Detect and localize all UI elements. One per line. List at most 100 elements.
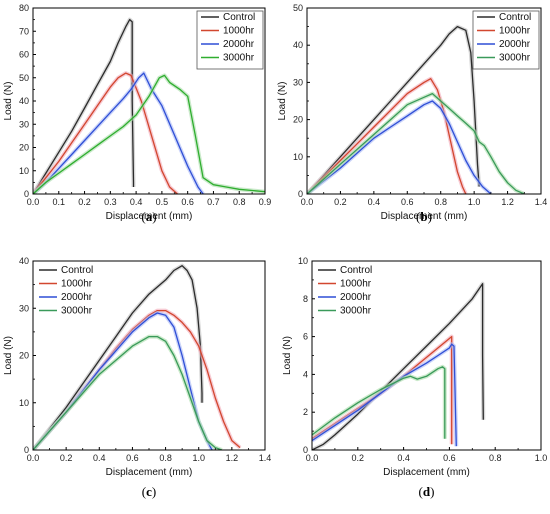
x-tick-label: 0.8 (159, 453, 172, 463)
y-tick-label: 10 (298, 256, 308, 266)
y-tick-label: 60 (19, 50, 29, 60)
panel-caption: (b) (416, 209, 432, 224)
series-line-2000hr (312, 343, 457, 447)
chart-panel-2: 0.0 0.2 0.4 0.6 0.8 1.0 1.2 1.4 0 10 20 30 40 50 Displ… (277, 3, 547, 224)
y-tick-label: 0 (298, 189, 303, 199)
x-tick-label: 0.8 (233, 197, 246, 207)
x-axis-title: Displacement (mm) (383, 467, 470, 478)
x-tick-label: 0.6 (443, 453, 456, 463)
panel-caption: (c) (142, 484, 156, 499)
y-axis-title: Load (N) (3, 82, 14, 121)
legend-label: Control (499, 12, 531, 23)
series-line-control (33, 265, 203, 450)
x-tick-label: 0.4 (93, 453, 106, 463)
y-axis-title: Load (N) (3, 336, 14, 375)
legend: Control 1000hr 2000hr 3000hr (318, 265, 372, 317)
x-tick-label: 0.6 (401, 197, 414, 207)
x-tick-label: 0.0 (27, 197, 40, 207)
x-tick-label: 0.4 (368, 197, 381, 207)
y-tick-label: 80 (19, 3, 29, 13)
series-line-1000hr (33, 72, 178, 194)
x-tick-label: 0.2 (78, 197, 91, 207)
legend-label: 2000hr (61, 292, 93, 303)
legend-label: Control (223, 12, 255, 23)
y-tick-label: 50 (19, 73, 29, 83)
y-tick-label: 0 (24, 189, 29, 199)
legend-label: 3000hr (223, 53, 255, 64)
x-tick-label: 0.9 (259, 197, 272, 207)
x-tick-label: 1.4 (535, 197, 548, 207)
series-band-2000hr (312, 342, 459, 447)
y-tick-label: 20 (293, 115, 303, 125)
y-tick-label: 30 (19, 119, 29, 129)
legend-label: 1000hr (61, 279, 93, 290)
chart-panel-4: 0.0 0.2 0.4 0.6 0.8 1.0 0 2 4 6 8 10 Displacement (m… (282, 256, 547, 499)
x-tick-label: 0.5 (156, 197, 169, 207)
series-band-1000hr (33, 308, 242, 450)
legend-label: 3000hr (61, 306, 93, 317)
chart-panel-1: 0.0 0.1 0.2 0.3 0.4 0.5 0.6 0.7 0.8 0.9 0 10 20 30 40 5… (3, 3, 271, 224)
legend: Control 1000hr 2000hr 3000hr (472, 10, 540, 70)
y-tick-label: 40 (293, 40, 303, 50)
y-tick-label: 0 (24, 445, 29, 455)
x-tick-label: 0.2 (60, 453, 73, 463)
series-line-3000hr (307, 92, 525, 194)
series-line-1000hr (307, 78, 467, 194)
panel-caption: (a) (141, 209, 156, 224)
x-axis-title: Displacement (mm) (106, 467, 193, 478)
y-tick-label: 10 (293, 152, 303, 162)
series-line-control (307, 25, 480, 194)
legend-label: 2000hr (499, 39, 531, 50)
series-band-control (33, 17, 136, 194)
legend-label: 3000hr (340, 306, 372, 317)
y-tick-label: 70 (19, 26, 29, 36)
x-tick-label: 1.2 (226, 453, 239, 463)
series-line-3000hr (33, 335, 223, 450)
legend-label: Control (61, 265, 93, 276)
x-tick-label: 0.6 (181, 197, 194, 207)
y-tick-label: 30 (293, 77, 303, 87)
series-line-2000hr (33, 72, 204, 194)
y-tick-label: 0 (303, 445, 308, 455)
y-axis-title: Load (N) (277, 82, 288, 121)
panel-caption: (d) (419, 484, 435, 499)
x-tick-label: 0.4 (130, 197, 143, 207)
x-tick-label: 0.2 (352, 453, 365, 463)
y-tick-label: 10 (19, 166, 29, 176)
y-tick-label: 6 (303, 332, 308, 342)
series-line-3000hr (312, 366, 446, 439)
x-tick-label: 0.8 (434, 197, 447, 207)
y-tick-label: 50 (293, 3, 303, 13)
legend-label: 3000hr (499, 53, 531, 64)
y-tick-label: 8 (303, 294, 308, 304)
chart-panel-3: 0.0 0.2 0.4 0.6 0.8 1.0 1.2 1.4 0 10 20 30 40 Displac… (3, 256, 271, 499)
y-tick-label: 30 (19, 303, 29, 313)
x-tick-label: 0.3 (104, 197, 117, 207)
legend-label: 2000hr (223, 39, 255, 50)
legend-label: 1000hr (340, 279, 372, 290)
x-tick-label: 1.0 (535, 453, 548, 463)
legend-label: Control (340, 265, 372, 276)
series-line-control (312, 283, 484, 450)
x-axis-title: Displacement (mm) (106, 211, 193, 222)
y-tick-label: 40 (19, 96, 29, 106)
series-band-2000hr (307, 99, 493, 194)
y-tick-label: 40 (19, 256, 29, 266)
x-tick-label: 1.0 (468, 197, 481, 207)
legend: Control 1000hr 2000hr 3000hr (196, 10, 264, 70)
x-tick-label: 0.7 (207, 197, 220, 207)
x-axis-title: Displacement (mm) (381, 211, 468, 222)
x-tick-label: 1.4 (259, 453, 272, 463)
y-axis-title: Load (N) (282, 336, 293, 375)
legend-label: 2000hr (340, 292, 372, 303)
x-tick-label: 1.0 (192, 453, 205, 463)
x-tick-label: 0.8 (489, 453, 502, 463)
series-line-3000hr (33, 74, 265, 194)
series-band-2000hr (33, 71, 205, 194)
x-tick-label: 0.0 (27, 453, 40, 463)
x-tick-label: 0.1 (53, 197, 66, 207)
y-tick-label: 20 (19, 351, 29, 361)
series-line-2000hr (307, 100, 492, 194)
legend-label: 1000hr (223, 26, 255, 37)
x-tick-label: 0.4 (397, 453, 410, 463)
